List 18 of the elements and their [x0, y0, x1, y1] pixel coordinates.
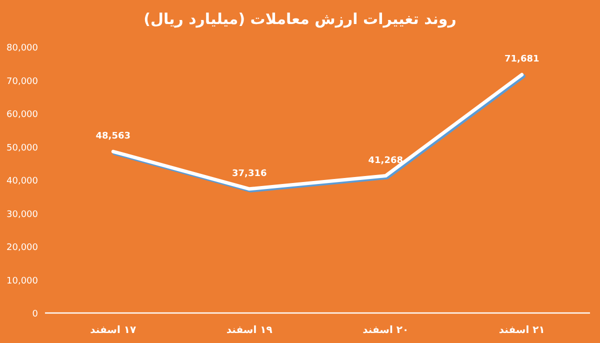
y-tick-label: 70,000: [6, 76, 38, 87]
text: 41,268: [368, 156, 403, 166]
x-tick-label: ۱۹ اسفند: [226, 325, 272, 336]
y-tick-label: 60,000: [6, 110, 38, 120]
y-tick-label: 80,000: [6, 44, 38, 54]
x-tick-label: ۱۷ اسفند: [90, 325, 136, 336]
text: 48,563: [96, 132, 130, 142]
y-tick-label: 20,000: [6, 243, 38, 253]
text: 37,316: [232, 168, 267, 179]
chart-title: روند تغییرات ارزش معاملات (میلیارد ریال): [144, 10, 456, 28]
text: 71,681: [504, 54, 540, 65]
y-tick-label: 40,000: [6, 176, 38, 186]
y-tick-label: 50,000: [6, 143, 38, 154]
y-tick-label: 10,000: [6, 276, 38, 286]
x-tick-label: ۲۱ اسفند: [498, 325, 545, 336]
x-tick-label: ۲۰ اسفند: [362, 325, 409, 336]
y-tick-label: 30,000: [6, 210, 38, 220]
y-tick-label: 0: [32, 310, 38, 320]
